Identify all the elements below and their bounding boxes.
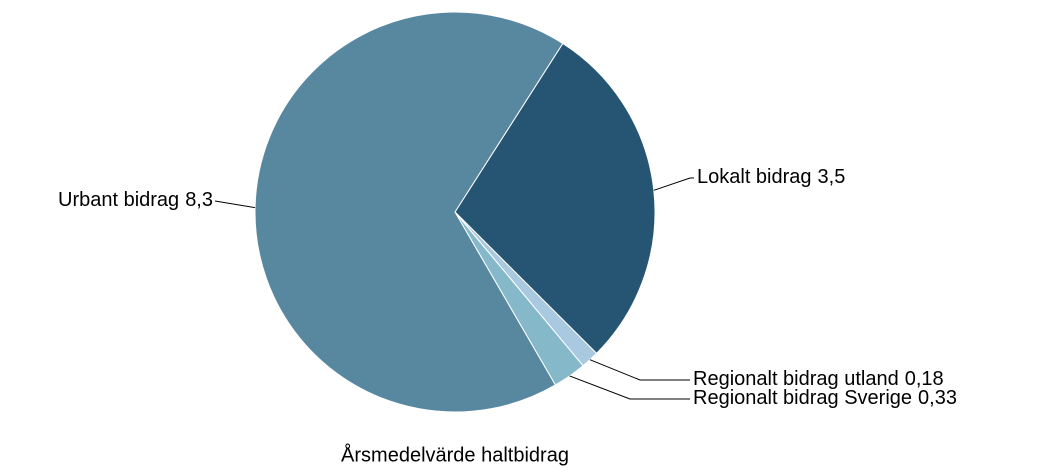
pie-slice — [254, 11, 564, 413]
chart-title: Årsmedelvärde haltbidrag — [341, 443, 569, 466]
slice-category: Lokalt bidrag — [697, 166, 812, 188]
leader-line — [214, 200, 256, 209]
slice-label: Regionalt bidrag Sverige 0,33 — [693, 387, 957, 409]
slice-category: Urbant bidrag — [58, 189, 179, 211]
slice-value: 3,5 — [818, 166, 846, 188]
slice-category: Regionalt bidrag utland — [693, 368, 899, 390]
leader-line — [653, 177, 694, 191]
slice-label: Lokalt bidrag 3,5 — [697, 166, 845, 188]
slice-value: 0,18 — [905, 368, 944, 390]
slice-value: 0,33 — [918, 387, 957, 409]
leader-line — [569, 375, 690, 400]
slice-category: Regionalt bidrag Sverige — [693, 387, 912, 409]
slice-label: Urbant bidrag 8,3 — [58, 189, 213, 211]
slice-label: Regionalt bidrag utland 0,18 — [693, 368, 944, 390]
pie-slice — [454, 42, 656, 355]
leader-line — [589, 359, 690, 381]
slice-value: 8,3 — [185, 189, 213, 211]
